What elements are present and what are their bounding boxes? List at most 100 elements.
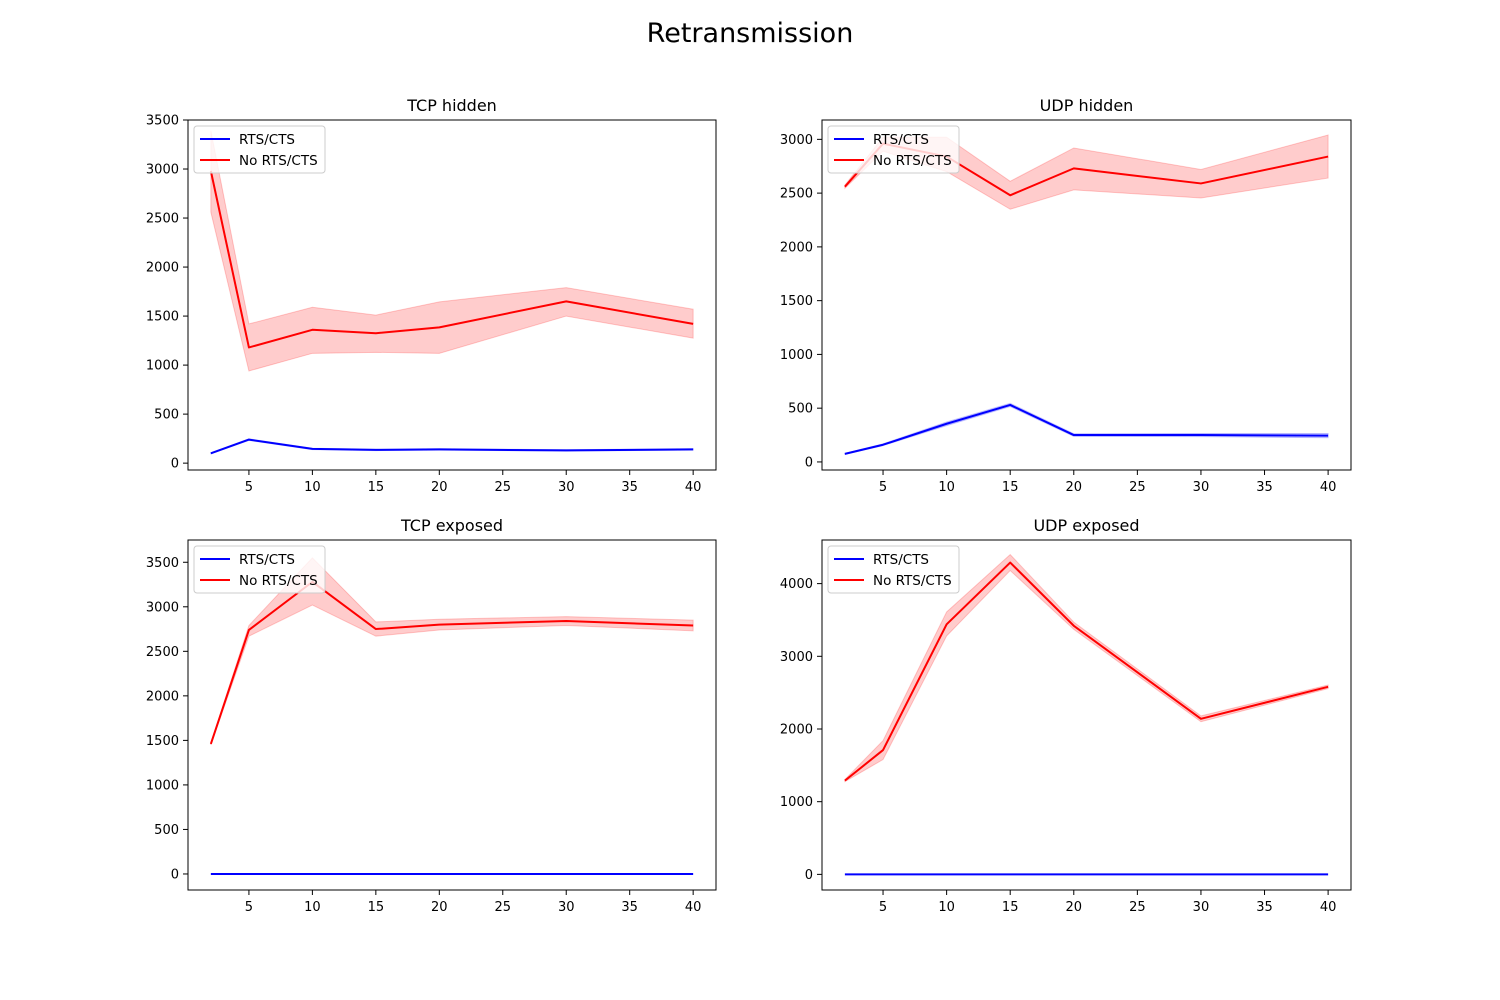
x-tick-label: 15: [1002, 900, 1019, 915]
series-line-rts-cts: [844, 403, 1329, 455]
legend: RTS/CTS No RTS/CTS: [193, 545, 326, 594]
legend-label: RTS/CTS: [873, 552, 929, 568]
chart-1: TCP hidden 5 10 15 20 25 30 35 40 0 500 1000 1500 200…: [146, 96, 717, 495]
figure-title: Retransmission: [647, 18, 854, 49]
confidence-band: [210, 557, 694, 745]
chart-4: UDP exposed 5 10 15 20 25 30 35 40 0 1000 2000 3000 4…: [780, 516, 1352, 915]
legend-label: No RTS/CTS: [873, 573, 952, 589]
x-tick-label: 35: [621, 480, 638, 495]
y-tick-label: 500: [788, 402, 813, 417]
x-tick-label: 35: [1256, 900, 1273, 915]
x-tick-label: 35: [621, 900, 638, 915]
y-tick-label: 1000: [780, 795, 813, 810]
chart-title: UDP exposed: [1033, 516, 1139, 535]
plot-frame: [821, 539, 1352, 891]
x-tick-label: 20: [431, 480, 448, 495]
legend: RTS/CTS No RTS/CTS: [827, 545, 960, 594]
series-line-no-rts-cts: [209, 170, 694, 349]
y-tick-label: 2000: [146, 261, 179, 276]
x-tick-label: 25: [494, 900, 511, 915]
x-tick-label: 10: [938, 480, 955, 495]
x-tick-label: 5: [879, 480, 887, 495]
chart-title: TCP exposed: [400, 516, 503, 535]
legend-box: [193, 125, 326, 174]
y-tick-label: 1500: [146, 310, 179, 325]
y-tick-label: 2000: [780, 240, 813, 255]
x-tick-label: 25: [494, 480, 511, 495]
confidence-band: [210, 130, 694, 372]
y-tick-label: 3000: [146, 600, 179, 615]
x-tick-label: 10: [304, 900, 321, 915]
y-tick-label: 2500: [780, 187, 813, 202]
y-tick-label: 3000: [146, 163, 179, 178]
legend-label: No RTS/CTS: [239, 573, 318, 589]
x-tick-label: 20: [1066, 480, 1083, 495]
x-tick-label: 25: [1129, 900, 1146, 915]
y-tick-label: 0: [805, 455, 813, 470]
y-tick-label: 1500: [146, 734, 179, 749]
x-tick-label: 15: [368, 480, 385, 495]
x-tick-label: 15: [1002, 480, 1019, 495]
y-tick-label: 1500: [780, 294, 813, 309]
x-tick-label: 20: [431, 900, 448, 915]
y-tick-label: 3000: [780, 133, 813, 148]
plot-frame: [187, 119, 717, 471]
series-line-no-rts-cts: [209, 580, 694, 745]
legend-box: [827, 545, 960, 594]
y-tick-label: 1000: [146, 359, 179, 374]
x-tick-label: 30: [1193, 480, 1210, 495]
y-tick-label: 2000: [780, 722, 813, 737]
y-tick-label: 3000: [780, 650, 813, 665]
y-tick-label: 2500: [146, 645, 179, 660]
x-tick-label: 40: [1320, 900, 1337, 915]
x-tick-label: 30: [1193, 900, 1210, 915]
x-tick-label: 15: [368, 900, 385, 915]
y-tick-label: 3500: [146, 556, 179, 571]
plot-frame: [821, 119, 1352, 471]
confidence-band: [210, 438, 694, 455]
y-tick-label: 1000: [146, 778, 179, 793]
x-tick-label: 30: [558, 480, 575, 495]
x-tick-label: 10: [938, 900, 955, 915]
confidence-band: [844, 402, 1329, 456]
y-tick-label: 0: [171, 867, 179, 882]
y-tick-label: 1000: [780, 348, 813, 363]
x-tick-label: 10: [304, 480, 321, 495]
y-tick-label: 500: [154, 408, 179, 423]
x-tick-label: 35: [1256, 480, 1273, 495]
y-tick-label: 2500: [146, 212, 179, 227]
legend-label: No RTS/CTS: [873, 153, 952, 169]
x-tick-label: 40: [1320, 480, 1337, 495]
chart-title: TCP hidden: [406, 96, 497, 115]
legend: RTS/CTS No RTS/CTS: [827, 125, 960, 174]
chart-3: TCP exposed 5 10 15 20 25 30 35 40 0 500 1000 1500 20…: [146, 516, 717, 915]
x-tick-label: 5: [245, 480, 253, 495]
chart-title: UDP hidden: [1040, 96, 1134, 115]
x-tick-label: 5: [245, 900, 253, 915]
plot-frame: [187, 539, 717, 891]
y-tick-label: 4000: [780, 577, 813, 592]
y-tick-label: 0: [171, 457, 179, 472]
legend-box: [193, 545, 326, 594]
confidence-band: [844, 553, 1329, 783]
legend-label: RTS/CTS: [239, 132, 295, 148]
series-line-no-rts-cts: [844, 561, 1329, 782]
legend-label: No RTS/CTS: [239, 153, 318, 169]
legend-label: RTS/CTS: [239, 552, 295, 568]
x-tick-label: 40: [685, 900, 702, 915]
y-tick-label: 500: [154, 823, 179, 838]
x-tick-label: 20: [1066, 900, 1083, 915]
y-tick-label: 0: [805, 868, 813, 883]
x-tick-label: 30: [558, 900, 575, 915]
y-tick-label: 3500: [146, 114, 179, 129]
x-tick-label: 25: [1129, 480, 1146, 495]
series-line-rts-cts: [210, 438, 694, 455]
y-tick-label: 2000: [146, 689, 179, 704]
legend: RTS/CTS No RTS/CTS: [193, 125, 326, 174]
legend-label: RTS/CTS: [873, 132, 929, 148]
x-tick-label: 5: [879, 900, 887, 915]
legend-box: [827, 125, 960, 174]
chart-2: UDP hidden 5 10 15 20 25 30 35 40 0 500 1000 1500 200…: [780, 96, 1352, 495]
x-tick-label: 40: [685, 480, 702, 495]
